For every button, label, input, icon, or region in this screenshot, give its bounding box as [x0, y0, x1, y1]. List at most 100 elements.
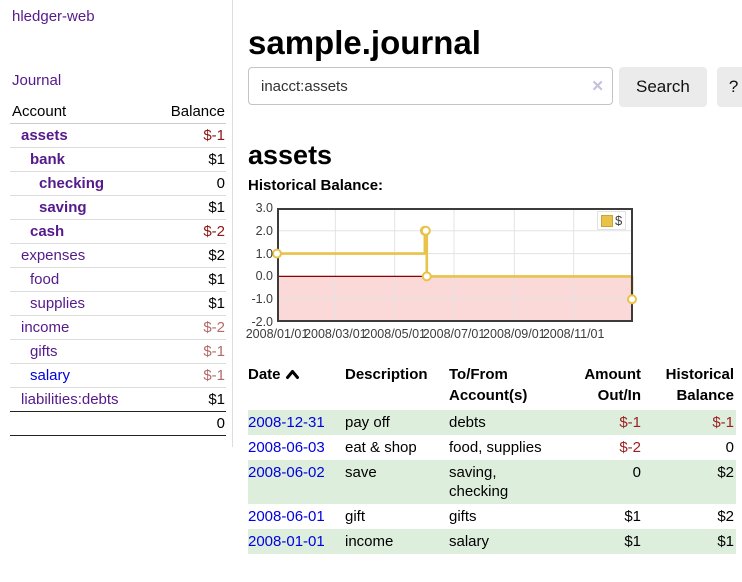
transaction-row[interactable]: 2008-06-02 save saving, checking 0 $2 — [248, 460, 736, 504]
transaction-amount-cell: 0 — [632, 464, 641, 481]
legend-label: $ — [615, 213, 623, 228]
clear-search-icon[interactable]: ✕ — [591, 78, 604, 95]
account-balance: $1 — [151, 147, 226, 172]
account-balance: $-1 — [151, 339, 226, 364]
plot-border — [277, 208, 633, 322]
sidebar-account-link[interactable]: gifts — [30, 343, 58, 360]
transaction-row[interactable]: 2008-06-01 gift gifts $1 $2 — [248, 504, 736, 529]
account-balance: $-1 — [203, 127, 225, 144]
y-axis-label: -1.0 — [251, 292, 273, 307]
transaction-balance-cell: $1 — [717, 533, 734, 550]
transaction-amount-cell: $-1 — [619, 414, 641, 431]
account-row: expenses $2 — [10, 243, 226, 268]
account-row: food $1 — [10, 267, 226, 292]
transaction-row[interactable]: 2008-01-01 income salary $1 $1 — [248, 529, 736, 554]
transaction-date-cell: 2008-01-01 — [248, 529, 345, 554]
y-axis-label: 0.0 — [255, 269, 273, 284]
transaction-date-link[interactable]: 2008-06-01 — [248, 508, 325, 525]
account-row: assets $-1 — [10, 124, 226, 148]
transaction-date-cell: 2008-12-31 — [248, 410, 345, 435]
y-axis-label: -2.0 — [251, 315, 273, 329]
account-row: salary $-1 — [10, 363, 226, 388]
sidebar-account-link[interactable]: liabilities:debts — [21, 391, 119, 408]
accounts-total-value: 0 — [151, 411, 226, 436]
transaction-description-cell: gift — [345, 508, 366, 525]
sidebar-account-link[interactable]: income — [21, 319, 70, 336]
transaction-date-cell: 2008-06-03 — [248, 435, 345, 460]
sidebar-account-link[interactable]: supplies — [30, 295, 86, 312]
accounts-header-account: Account — [10, 100, 152, 124]
register-header-balance: Historical Balance — [665, 366, 734, 404]
register-header-accounts: To/From Account(s) — [449, 366, 528, 404]
register-section: Date Description To/From Account(s) Amou… — [248, 362, 736, 554]
transaction-balance-cell: 0 — [725, 439, 734, 456]
transaction-description-cell: pay off — [345, 414, 390, 431]
x-axis-label: 2008/09/01 — [483, 327, 546, 341]
transaction-date-link[interactable]: 2008-06-02 — [248, 464, 325, 481]
sidebar-account-link[interactable]: saving — [39, 199, 87, 216]
account-row: gifts $-1 — [10, 339, 226, 364]
negative-region — [279, 276, 631, 320]
account-row: liabilities:debts $1 — [10, 387, 226, 412]
historical-balance-chart[interactable]: 3.0 2.0 1.0 0.0 -1.0 -2.0 2008/01/01 2008/03/01… — [246, 201, 688, 349]
account-balance: 0 — [151, 171, 226, 196]
account-row: saving $1 — [10, 195, 226, 220]
accounts-total-row: 0 — [10, 411, 226, 436]
transaction-description-cell: save — [345, 464, 377, 481]
transaction-amount-cell: $1 — [624, 533, 641, 550]
account-row: bank $1 — [10, 147, 226, 172]
search-input[interactable] — [248, 67, 613, 105]
sidebar-account-link[interactable]: checking — [39, 175, 105, 192]
chart-plot[interactable] — [272, 208, 638, 322]
transaction-amount-cell: $1 — [624, 508, 641, 525]
chart-legend: $ — [597, 211, 627, 230]
help-button[interactable]: ? — [716, 67, 742, 107]
page-title: sample.journal — [248, 24, 481, 62]
transaction-row[interactable]: 2008-12-31 pay off debts $-1 $-1 — [248, 410, 736, 435]
transaction-accounts-cell: debts — [449, 414, 486, 431]
account-balance: $1 — [151, 195, 226, 220]
y-axis-label: 2.0 — [255, 223, 273, 238]
search-button[interactable]: Search — [619, 67, 707, 107]
sidebar-account-link[interactable]: salary — [30, 367, 71, 384]
y-axis-label: 1.0 — [255, 246, 273, 261]
register-header-date[interactable]: Date — [248, 362, 345, 410]
sidebar-account-link[interactable]: expenses — [21, 247, 86, 264]
app-title-link[interactable]: hledger-web — [12, 8, 95, 25]
transaction-accounts-cell: gifts — [449, 508, 477, 525]
sidebar-account-link[interactable]: bank — [30, 151, 66, 168]
sort-ascending-icon — [285, 365, 300, 386]
sidebar-account-link[interactable]: food — [30, 271, 60, 288]
account-balance: $2 — [151, 243, 226, 268]
nav-journal-link[interactable]: Journal — [12, 72, 62, 89]
transaction-date-link[interactable]: 2008-12-31 — [248, 414, 325, 431]
data-point-marker — [420, 225, 431, 236]
x-axis-label: 2008/05/01 — [363, 327, 426, 341]
sidebar-divider — [232, 0, 233, 447]
account-balance: $-2 — [151, 219, 226, 244]
accounts-header-row: Account Balance — [10, 100, 226, 124]
chart-title: Historical Balance: — [248, 177, 384, 194]
data-point-marker — [627, 294, 638, 305]
sidebar-account-link[interactable]: assets — [21, 127, 68, 144]
transaction-date-cell: 2008-06-02 — [248, 460, 345, 504]
accounts-header-balance: Balance — [151, 100, 226, 124]
transaction-balance-cell: $2 — [717, 508, 734, 525]
sidebar-account-link[interactable]: cash — [30, 223, 65, 240]
account-balance: $1 — [151, 387, 226, 412]
transaction-date-cell: 2008-06-01 — [248, 504, 345, 529]
account-row: supplies $1 — [10, 291, 226, 316]
transaction-accounts-cell: salary — [449, 533, 490, 550]
transaction-row[interactable]: 2008-06-03 eat & shop food, supplies $-2 0 — [248, 435, 736, 460]
y-axis-label: 3.0 — [255, 201, 273, 215]
transaction-balance-cell: $-1 — [712, 414, 734, 431]
accounts-sidebar: Account Balance assets $-1 bank $1 checking 0… — [10, 100, 226, 436]
data-point-marker — [421, 271, 432, 282]
transaction-date-link[interactable]: 2008-06-03 — [248, 439, 325, 456]
account-balance: $-2 — [151, 315, 226, 340]
x-axis-label: 2008/01/01 — [245, 327, 309, 341]
data-point-marker — [272, 248, 282, 259]
x-axis-label: 2008/03/01 — [304, 327, 367, 341]
register-header-description: Description — [345, 366, 428, 383]
transaction-date-link[interactable]: 2008-01-01 — [248, 533, 325, 550]
